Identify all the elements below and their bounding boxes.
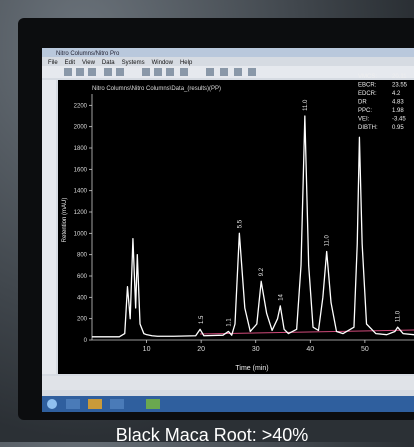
tool-icon[interactable] <box>88 68 96 76</box>
y-tick-label: 800 <box>77 253 88 259</box>
tool-icon[interactable] <box>166 68 174 76</box>
scene: Nitro Columns/Nitro Pro File Edit View Data… <box>0 0 414 442</box>
tool-icon[interactable] <box>248 68 256 76</box>
menu-item[interactable]: View <box>82 60 96 66</box>
tool-icon[interactable] <box>142 68 150 76</box>
y-tick-label: 600 <box>77 274 88 280</box>
stat-value: 23.55 <box>392 83 408 89</box>
y-tick-label: 400 <box>77 295 88 301</box>
stat-label: EBCR: <box>358 83 377 89</box>
menu-item[interactable]: Window <box>152 60 174 66</box>
tool-icon[interactable] <box>104 68 112 76</box>
y-tick-label: 1600 <box>74 167 88 173</box>
peak-label: 14 <box>278 293 284 300</box>
stat-label: VMCS: <box>358 74 377 80</box>
y-tick-label: 2200 <box>74 103 88 109</box>
y-tick-label: 1400 <box>74 189 88 195</box>
stat-value: -3.45 <box>392 117 406 123</box>
x-tick-label: 50 <box>361 346 369 353</box>
x-tick-label: 10 <box>143 346 151 353</box>
y-tick-label: 1800 <box>74 146 88 152</box>
y-tick-label: 1200 <box>74 210 88 216</box>
page: Nitro Columns/Nitro Pro File Edit View Data… <box>0 0 414 442</box>
x-tick-label: 30 <box>252 346 260 353</box>
x-tick-label: 20 <box>197 346 205 353</box>
peak-label: 5.5 <box>237 219 243 228</box>
x-tick-label: 40 <box>306 346 314 353</box>
chart-title: Nitro Columns\Nitro Columns\Data_(result… <box>92 86 221 92</box>
y-tick-label: 1000 <box>74 231 88 237</box>
stat-label: PPC: <box>358 108 372 114</box>
caption: Black Maca Root: >40% <box>116 425 309 442</box>
menu-item[interactable]: Data <box>102 60 115 66</box>
tool-icon[interactable] <box>64 68 72 76</box>
stat-value: 20.11 <box>392 74 407 80</box>
peak-label: 11.0 <box>396 310 402 322</box>
taskbar-icon[interactable] <box>146 399 160 409</box>
peak-label: 9.2 <box>259 267 265 276</box>
stat-label: DIBTH: <box>358 125 378 131</box>
stat-label: EDCR: <box>358 91 377 97</box>
tool-icon[interactable] <box>76 68 84 76</box>
peak-label: 1.5 <box>199 315 205 324</box>
tool-icon[interactable] <box>220 68 228 76</box>
tool-icon[interactable] <box>234 68 242 76</box>
tool-icon[interactable] <box>116 68 124 76</box>
status-bar <box>42 376 414 390</box>
stat-value: 0.95 <box>392 125 404 131</box>
stat-label: VEI: <box>358 117 370 123</box>
peak-label: 1.1 <box>226 318 232 327</box>
y-tick-label: 200 <box>77 317 88 323</box>
peak-label: 11.0 <box>325 235 331 247</box>
tool-icon[interactable] <box>180 68 188 76</box>
y-axis-label: Retention (mAU) <box>62 198 68 243</box>
tool-icon[interactable] <box>206 68 214 76</box>
peak-label: 11.0 <box>303 99 309 111</box>
menu-item[interactable]: Systems <box>122 60 145 66</box>
taskbar-icon[interactable] <box>88 399 102 409</box>
tool-icon[interactable] <box>154 68 162 76</box>
window-title: Nitro Columns/Nitro Pro <box>56 51 120 57</box>
side-toolbar <box>42 80 56 374</box>
start-button[interactable] <box>47 399 57 409</box>
y-tick-label: 2000 <box>74 125 88 131</box>
taskbar-icon[interactable] <box>66 399 80 409</box>
stat-value: 1.98 <box>392 108 404 114</box>
stat-value: 4.83 <box>392 100 404 106</box>
menu-item[interactable]: Edit <box>65 60 76 66</box>
stat-label: DR <box>358 100 367 106</box>
stat-value: 4.2 <box>392 91 401 97</box>
menu-item[interactable]: Help <box>180 60 193 66</box>
menu-item[interactable]: File <box>48 60 58 66</box>
taskbar-icon[interactable] <box>110 399 124 409</box>
x-axis-label: Time (min) <box>235 365 268 372</box>
